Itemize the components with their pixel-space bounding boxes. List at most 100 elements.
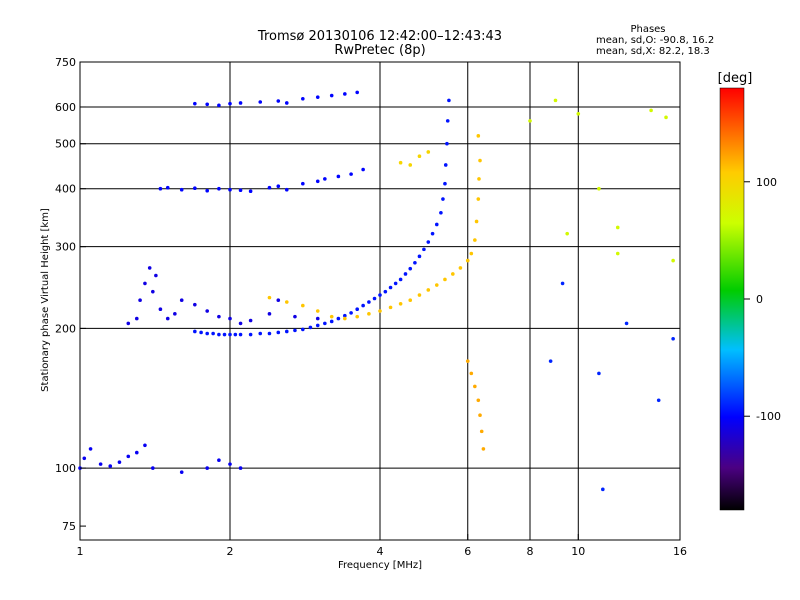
point-s0-33 <box>408 266 413 271</box>
phase-stats-x: mean, sd,X: 82.2, 18.3 <box>596 46 710 57</box>
point-s1-6 <box>154 273 158 278</box>
point-s3-7 <box>284 101 289 105</box>
point-s1-3 <box>143 281 147 286</box>
point-s6-1 <box>408 163 413 167</box>
point-s0-28 <box>383 289 388 294</box>
point-s0-0 <box>193 329 197 334</box>
colorbar-label: [deg] <box>718 71 753 86</box>
point-s3-10 <box>329 93 334 98</box>
point-s0-44 <box>445 141 449 146</box>
point-s5-19 <box>469 251 474 256</box>
point-s3-5 <box>258 100 263 104</box>
y-tick-label-3: 300 <box>55 241 76 254</box>
point-s4-3 <box>98 462 103 466</box>
point-s8-2 <box>576 112 581 116</box>
point-s3-2 <box>217 103 221 108</box>
point-s1-16 <box>248 318 253 323</box>
point-s5-9 <box>388 305 393 310</box>
y-tick-label-1: 100 <box>55 462 76 475</box>
point-s7-4 <box>478 413 482 418</box>
point-s5-23 <box>477 177 481 181</box>
point-s1-2 <box>138 298 142 303</box>
point-s7-5 <box>479 429 484 434</box>
point-s4-13 <box>228 462 232 466</box>
point-s1-15 <box>238 321 243 326</box>
point-s0-41 <box>441 197 445 201</box>
point-s0-29 <box>388 285 393 290</box>
point-s1-4 <box>147 266 152 270</box>
point-s2-17 <box>361 167 365 172</box>
point-s3-4 <box>238 101 243 105</box>
x-tick-label-3: 6 <box>464 545 471 558</box>
point-s2-13 <box>315 179 320 184</box>
point-s1-7 <box>158 307 163 311</box>
y-tick-label-4: 400 <box>55 183 76 196</box>
point-s0-46 <box>447 98 451 103</box>
point-s3-0 <box>193 101 197 106</box>
point-s5-13 <box>426 288 431 292</box>
point-s8-0 <box>528 119 532 123</box>
point-s2-9 <box>267 185 272 190</box>
point-s5-14 <box>434 283 439 287</box>
point-s0-31 <box>398 277 403 282</box>
point-s0-20 <box>336 316 341 321</box>
point-s2-10 <box>276 184 281 188</box>
point-s2-7 <box>238 188 243 193</box>
y-tick-label-2: 200 <box>55 322 76 335</box>
point-s8-3 <box>597 186 601 191</box>
point-s0-1 <box>199 330 203 335</box>
point-s1-19 <box>293 314 297 319</box>
point-s9-0 <box>548 359 553 363</box>
point-s2-4 <box>205 188 209 193</box>
point-s4-6 <box>126 454 131 459</box>
colorbar-tick-label-0: 100 <box>756 176 777 189</box>
point-s5-0 <box>267 295 272 300</box>
point-s2-15 <box>336 174 341 179</box>
point-s6-0 <box>398 160 403 165</box>
x-tick-label-6: 16 <box>673 545 687 558</box>
chart-subtitle: RwPretec (8p) <box>334 43 425 58</box>
point-s5-4 <box>329 314 334 319</box>
point-s0-8 <box>238 332 243 337</box>
colorbar <box>719 87 745 511</box>
point-s5-18 <box>465 258 470 263</box>
point-s5-10 <box>398 301 403 306</box>
point-s5-12 <box>417 293 422 297</box>
point-s7-6 <box>481 447 486 451</box>
x-tick-label-2: 4 <box>377 545 384 558</box>
point-s3-1 <box>205 102 209 107</box>
x-axis-label: Frequency [MHz] <box>338 560 422 571</box>
point-s8-8 <box>615 251 620 256</box>
point-s0-12 <box>276 330 281 335</box>
point-s0-15 <box>301 327 305 332</box>
y-tick-label-6: 600 <box>55 101 76 114</box>
point-s4-12 <box>217 458 221 463</box>
point-s8-4 <box>615 225 620 230</box>
point-s2-2 <box>179 187 184 192</box>
point-s2-3 <box>193 186 197 190</box>
point-s0-19 <box>329 319 334 324</box>
point-s1-5 <box>151 289 155 294</box>
chart-title: Tromsø 20130106 12:42:00–12:43:43 <box>257 29 502 44</box>
point-s1-20 <box>315 316 320 321</box>
point-s0-6 <box>228 332 232 337</box>
point-s1-11 <box>193 302 197 307</box>
y-tick-label-5: 500 <box>55 138 76 151</box>
point-s3-11 <box>343 92 347 96</box>
point-s2-14 <box>323 177 327 181</box>
point-s0-45 <box>445 119 450 123</box>
point-s0-11 <box>267 331 272 336</box>
point-s0-38 <box>430 231 435 236</box>
point-s4-1 <box>82 456 87 461</box>
point-s0-32 <box>403 272 408 276</box>
point-s4-5 <box>117 460 122 464</box>
point-s8-6 <box>664 115 668 120</box>
point-s1-12 <box>205 309 209 313</box>
point-s6-2 <box>417 154 422 158</box>
point-s0-17 <box>315 323 320 328</box>
point-s2-11 <box>284 187 289 192</box>
point-s0-21 <box>343 313 347 318</box>
colorbar-tick-label-2: -100 <box>756 410 781 423</box>
point-s1-13 <box>217 314 221 319</box>
point-s0-16 <box>308 325 313 330</box>
